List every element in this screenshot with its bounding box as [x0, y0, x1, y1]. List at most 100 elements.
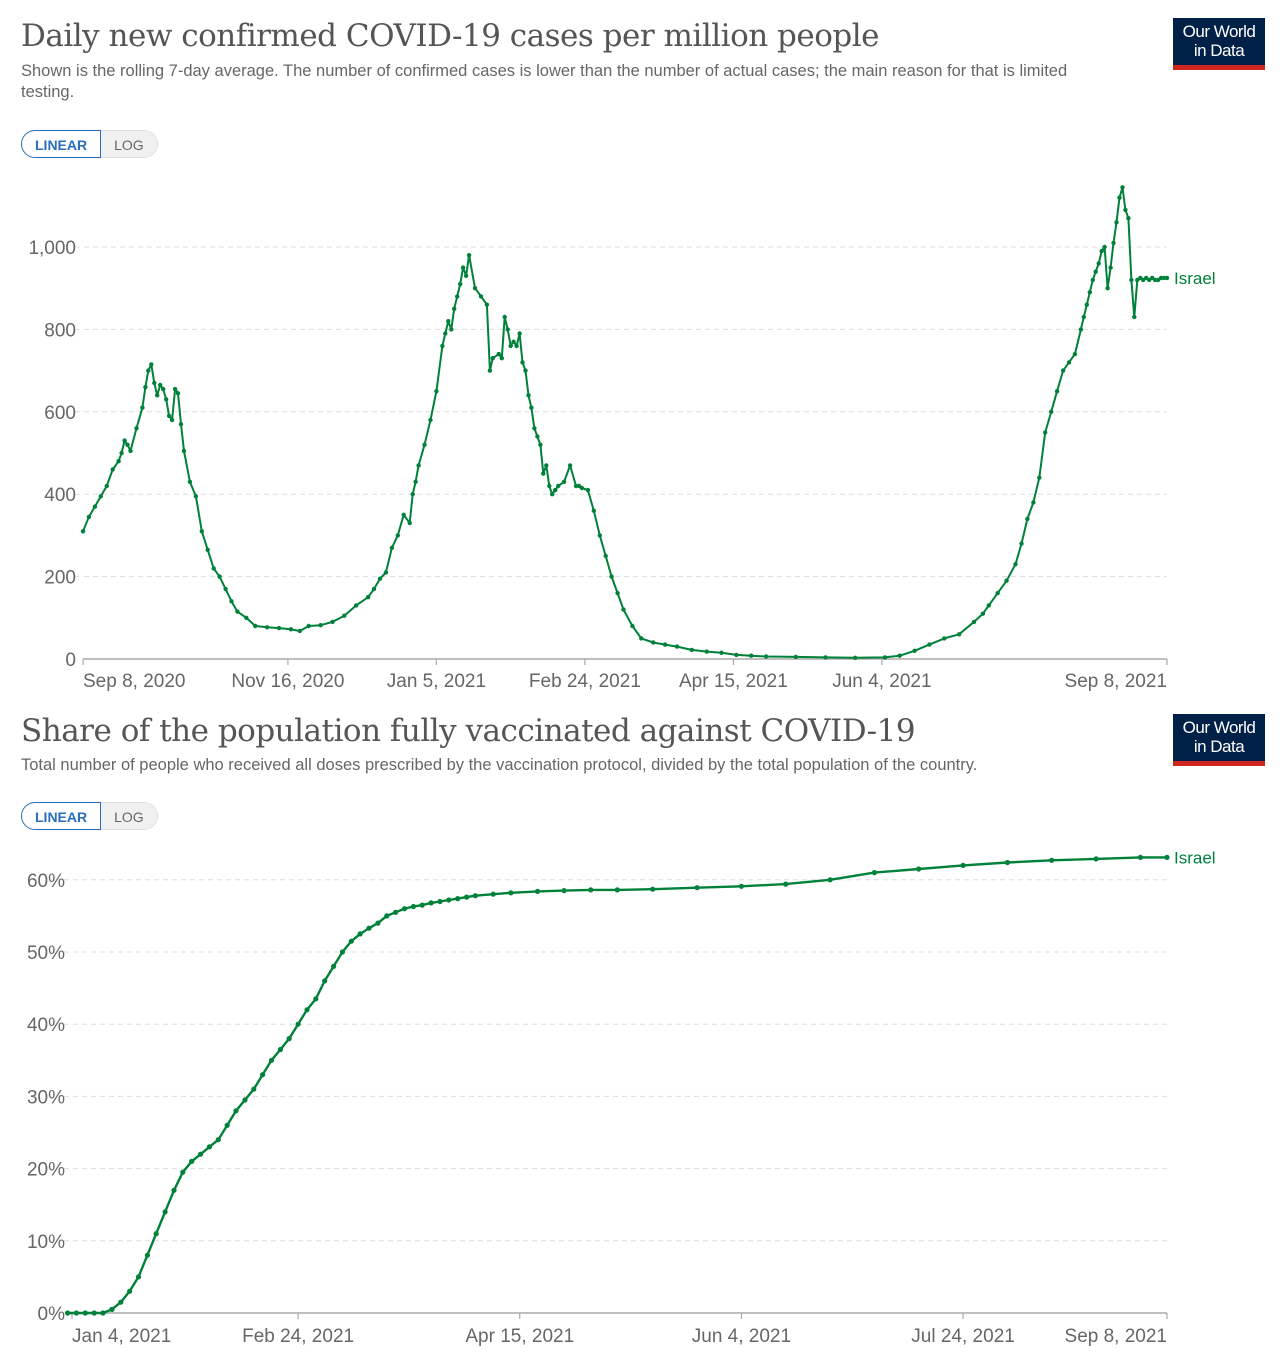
data-point[interactable]	[478, 294, 484, 299]
data-point[interactable]	[446, 897, 452, 903]
data-point[interactable]	[942, 636, 947, 641]
data-point[interactable]	[499, 356, 504, 361]
data-point[interactable]	[1004, 578, 1009, 583]
data-point[interactable]	[561, 888, 567, 894]
data-point[interactable]	[561, 479, 567, 484]
data-point[interactable]	[1066, 360, 1072, 365]
data-point[interactable]	[401, 512, 406, 517]
data-point[interactable]	[206, 1144, 212, 1150]
data-point[interactable]	[357, 931, 363, 937]
data-point[interactable]	[827, 877, 833, 883]
data-point[interactable]	[1049, 857, 1055, 863]
data-point[interactable]	[198, 1151, 204, 1157]
data-point[interactable]	[463, 273, 469, 278]
data-point[interactable]	[348, 938, 354, 944]
data-point[interactable]	[140, 405, 145, 410]
data-point[interactable]	[401, 906, 408, 912]
data-point[interactable]	[104, 483, 110, 489]
data-point[interactable]	[535, 434, 540, 439]
data-point[interactable]	[464, 894, 470, 900]
data-point[interactable]	[86, 514, 92, 520]
data-point[interactable]	[155, 393, 160, 398]
data-point[interactable]	[217, 574, 222, 579]
data-point[interactable]	[152, 380, 157, 386]
data-point[interactable]	[1123, 207, 1128, 213]
data-point[interactable]	[738, 883, 745, 889]
data-point[interactable]	[175, 391, 181, 396]
data-point[interactable]	[793, 654, 798, 660]
data-point[interactable]	[375, 920, 381, 926]
data-point[interactable]	[393, 909, 399, 915]
data-point[interactable]	[490, 891, 496, 897]
data-point[interactable]	[674, 644, 680, 649]
data-point[interactable]	[306, 623, 311, 629]
data-point[interactable]	[223, 586, 228, 592]
data-point[interactable]	[526, 393, 531, 398]
data-point[interactable]	[1096, 261, 1101, 266]
data-point[interactable]	[366, 925, 372, 931]
data-point[interactable]	[383, 570, 389, 575]
data-point[interactable]	[127, 1288, 133, 1294]
data-point[interactable]	[1031, 500, 1036, 505]
data-point[interactable]	[1081, 314, 1087, 320]
data-point[interactable]	[322, 978, 328, 984]
data-point[interactable]	[224, 1122, 230, 1128]
log-button[interactable]: LOG	[101, 802, 158, 830]
data-point[interactable]	[73, 1310, 79, 1316]
data-point[interactable]	[1164, 275, 1170, 281]
data-point[interactable]	[91, 1310, 97, 1316]
data-point[interactable]	[823, 655, 828, 660]
data-point[interactable]	[749, 653, 754, 658]
data-point[interactable]	[144, 1252, 150, 1258]
data-point[interactable]	[487, 368, 493, 373]
data-point[interactable]	[734, 652, 739, 658]
data-point[interactable]	[960, 862, 966, 868]
data-point[interactable]	[455, 896, 461, 902]
data-point[interactable]	[1084, 302, 1090, 307]
data-point[interactable]	[1120, 185, 1125, 190]
data-point[interactable]	[187, 479, 193, 484]
data-point[interactable]	[389, 545, 395, 550]
data-point[interactable]	[523, 368, 528, 373]
data-point[interactable]	[553, 487, 558, 493]
data-point[interactable]	[288, 627, 294, 632]
data-point[interactable]	[109, 1306, 115, 1312]
data-point[interactable]	[1060, 368, 1066, 373]
data-point[interactable]	[428, 417, 433, 423]
data-point[interactable]	[413, 479, 418, 484]
data-point[interactable]	[437, 898, 443, 905]
data-point[interactable]	[118, 1299, 124, 1305]
data-point[interactable]	[694, 885, 700, 891]
data-point[interactable]	[597, 533, 602, 538]
data-point[interactable]	[122, 438, 127, 443]
data-point[interactable]	[662, 642, 668, 647]
data-point[interactable]	[971, 619, 977, 625]
data-point[interactable]	[171, 1187, 177, 1193]
data-point[interactable]	[1049, 409, 1054, 414]
data-point[interactable]	[180, 1169, 186, 1175]
data-point[interactable]	[579, 485, 585, 491]
data-point[interactable]	[567, 463, 573, 468]
data-point[interactable]	[508, 890, 514, 896]
data-point[interactable]	[452, 306, 457, 311]
data-point[interactable]	[146, 368, 151, 373]
data-point[interactable]	[181, 448, 187, 454]
data-point[interactable]	[384, 913, 390, 919]
data-point[interactable]	[1043, 430, 1048, 435]
data-point[interactable]	[514, 343, 519, 349]
log-button[interactable]: LOG	[101, 130, 158, 158]
data-point[interactable]	[538, 442, 543, 447]
data-point[interactable]	[233, 1108, 239, 1114]
data-point[interactable]	[1102, 244, 1107, 250]
data-point[interactable]	[763, 654, 769, 659]
data-point[interactable]	[92, 504, 98, 509]
linear-button[interactable]: LINEAR	[21, 802, 102, 830]
owid-logo[interactable]: Our World in Data	[1173, 18, 1265, 70]
data-point[interactable]	[251, 1086, 257, 1092]
data-point[interactable]	[719, 650, 724, 655]
data-point[interactable]	[331, 963, 337, 969]
data-point[interactable]	[242, 1097, 248, 1103]
data-point[interactable]	[116, 459, 121, 464]
linear-button[interactable]: LINEAR	[21, 130, 102, 158]
data-point[interactable]	[871, 870, 878, 876]
